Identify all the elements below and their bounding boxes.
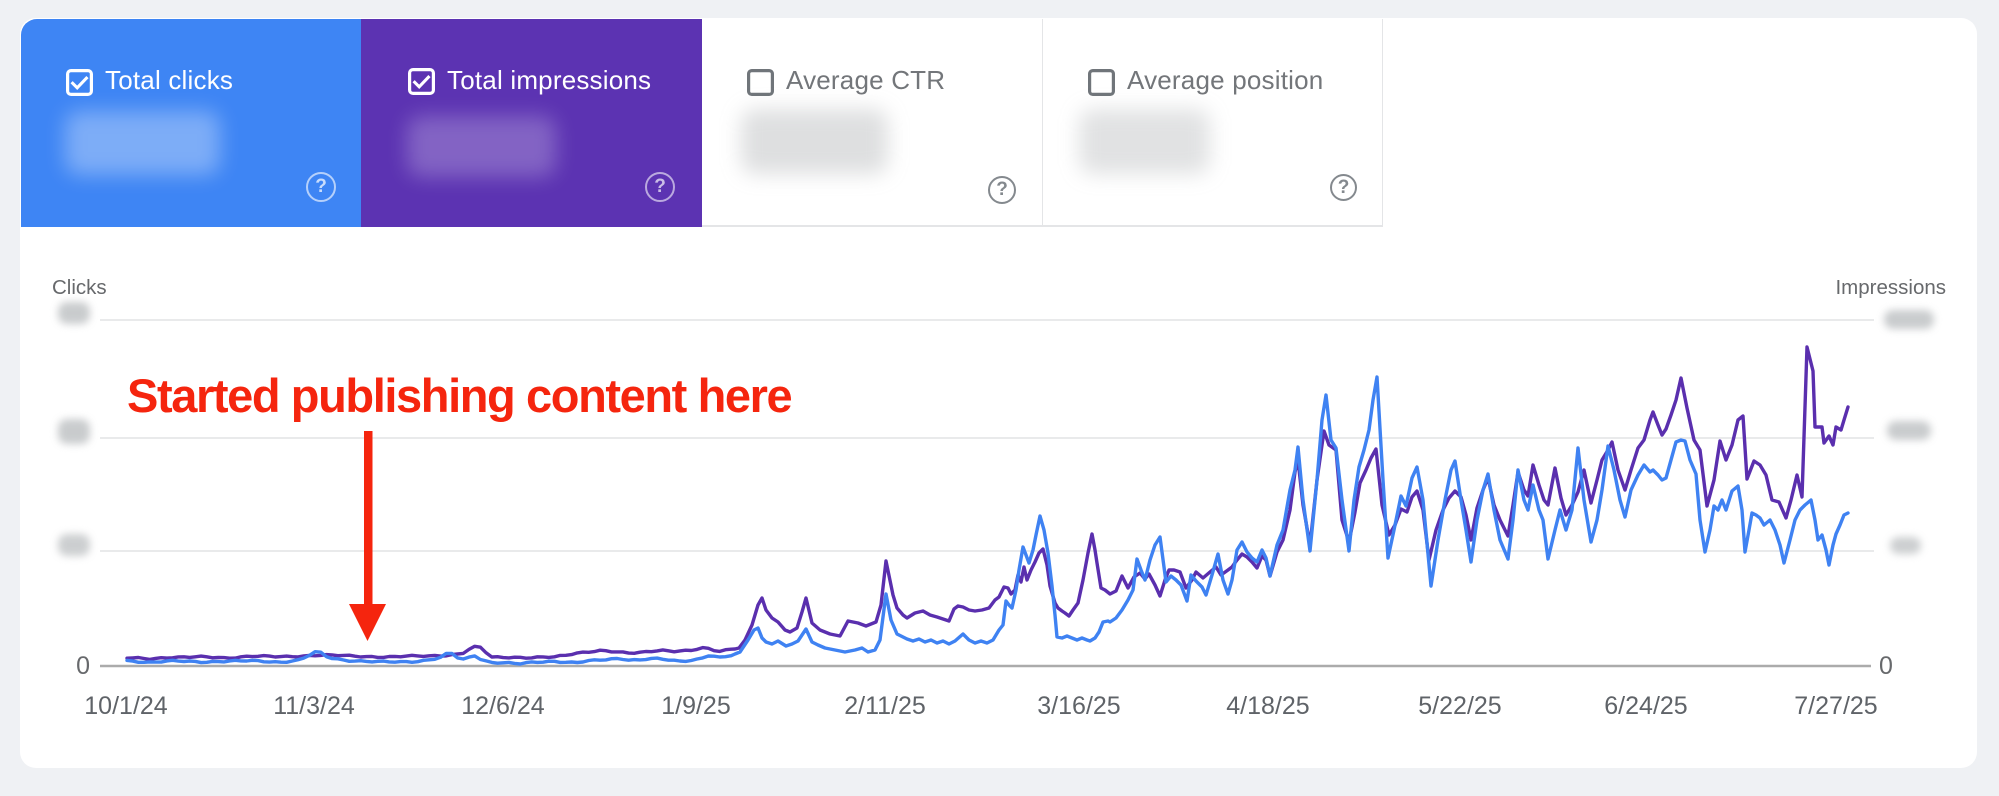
svg-text:Clicks: Clicks [52, 276, 107, 299]
svg-text:Impressions: Impressions [1835, 276, 1946, 299]
svg-text:4/18/25: 4/18/25 [1226, 692, 1309, 720]
svg-text:12/6/24: 12/6/24 [461, 692, 545, 720]
svg-text:1/9/25: 1/9/25 [661, 692, 731, 720]
svg-text:Started publishing content her: Started publishing content here [127, 369, 792, 422]
svg-text:0: 0 [1879, 652, 1893, 680]
svg-text:3/16/25: 3/16/25 [1037, 692, 1120, 720]
svg-text:7/27/25: 7/27/25 [1794, 692, 1877, 720]
svg-text:0: 0 [76, 652, 90, 680]
svg-text:2/11/25: 2/11/25 [844, 692, 926, 720]
svg-text:6/24/25: 6/24/25 [1604, 692, 1687, 720]
svg-text:5/22/25: 5/22/25 [1418, 692, 1501, 720]
svg-text:10/1/24: 10/1/24 [84, 692, 168, 720]
svg-text:11/3/24: 11/3/24 [273, 692, 355, 720]
